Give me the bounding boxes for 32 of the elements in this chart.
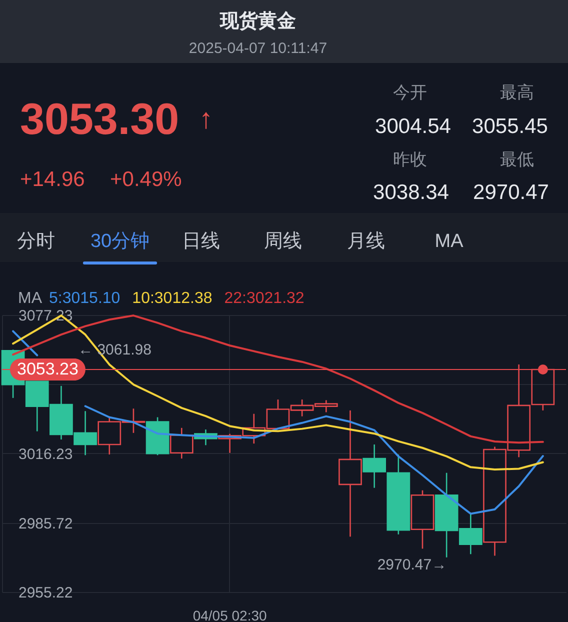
text: 2970.47 [473,181,549,204]
y-tick-label: 2985.72 [18,515,73,532]
text: 3038.34 [373,181,450,204]
x-tick-label: 04/05 02:30 [192,608,267,622]
text: 分时 [17,231,55,252]
y-tick-label: 2955.22 [18,584,73,602]
text: MA [434,231,464,252]
text: 10:3012.38 [132,290,212,307]
candlestick [338,410,362,538]
text: +14.96 [20,168,85,191]
text: 22:3021.32 [224,290,304,307]
text: 今开 [393,83,427,102]
text: 3053.30 [20,95,180,144]
text: 5:3015.10 [49,290,120,307]
text: ↑ [199,103,213,134]
text: 月线 [347,231,385,252]
ref-line-label: 3053.23 [16,359,78,378]
text: +0.49% [110,168,182,191]
text: 周线 [264,231,302,252]
text: 最低 [500,150,534,169]
text: 最高 [500,83,534,102]
text: 昨收 [393,150,427,169]
chart-title: 现货黄金 [219,10,296,32]
text: 日线 [182,231,220,252]
text: 30分钟 [90,231,150,252]
annotation: 2970.47→ [377,556,447,574]
text: 3055.45 [472,115,548,138]
y-tick-label: 3016.23 [18,446,73,463]
chart-subtitle: 2025-04-07 10:11:47 [188,40,328,57]
legend-title: MA [18,290,42,307]
annotation: ← 3061.98 [78,342,152,359]
text: 3004.54 [375,115,452,138]
